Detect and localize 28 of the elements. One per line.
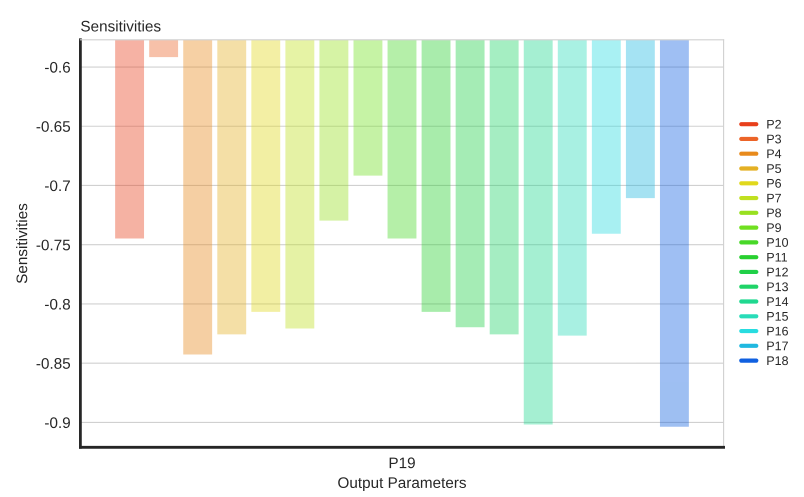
legend-label: P6 [767,178,782,188]
legend-label: P16 [767,326,788,336]
legend-label: P17 [767,342,788,350]
legend-label: P15 [767,312,788,321]
legend-label: P4 [767,150,782,158]
y-tick-label: -0.65 [36,121,70,132]
y-axis-title: Sensitivities [16,204,28,284]
y-tick-label: -0.6 [45,62,70,73]
x-tick-label: P19 [390,457,415,468]
legend-label: P18 [767,356,788,366]
legend-label: P7 [767,194,781,202]
legend-label: P10 [767,238,788,247]
legend-label: P14 [767,297,788,306]
x-axis-title: Output Parameters [338,477,466,492]
legend-label: P13 [767,282,788,292]
chart-title: Sensitivities [81,20,161,32]
y-tick-label: -0.75 [36,240,70,250]
y-tick-label: -0.8 [45,298,70,310]
legend-label: P3 [767,134,782,144]
legend-label: P12 [767,268,788,276]
legend-label: P2 [767,120,781,129]
y-tick-label: -0.7 [45,180,70,192]
legend-label: P11 [767,252,787,262]
legend-label: P5 [767,164,782,173]
legend-label: P9 [767,223,781,232]
y-tick-label: -0.85 [36,358,70,369]
y-tick-label: -0.9 [45,417,70,428]
legend-label: P8 [767,208,782,218]
